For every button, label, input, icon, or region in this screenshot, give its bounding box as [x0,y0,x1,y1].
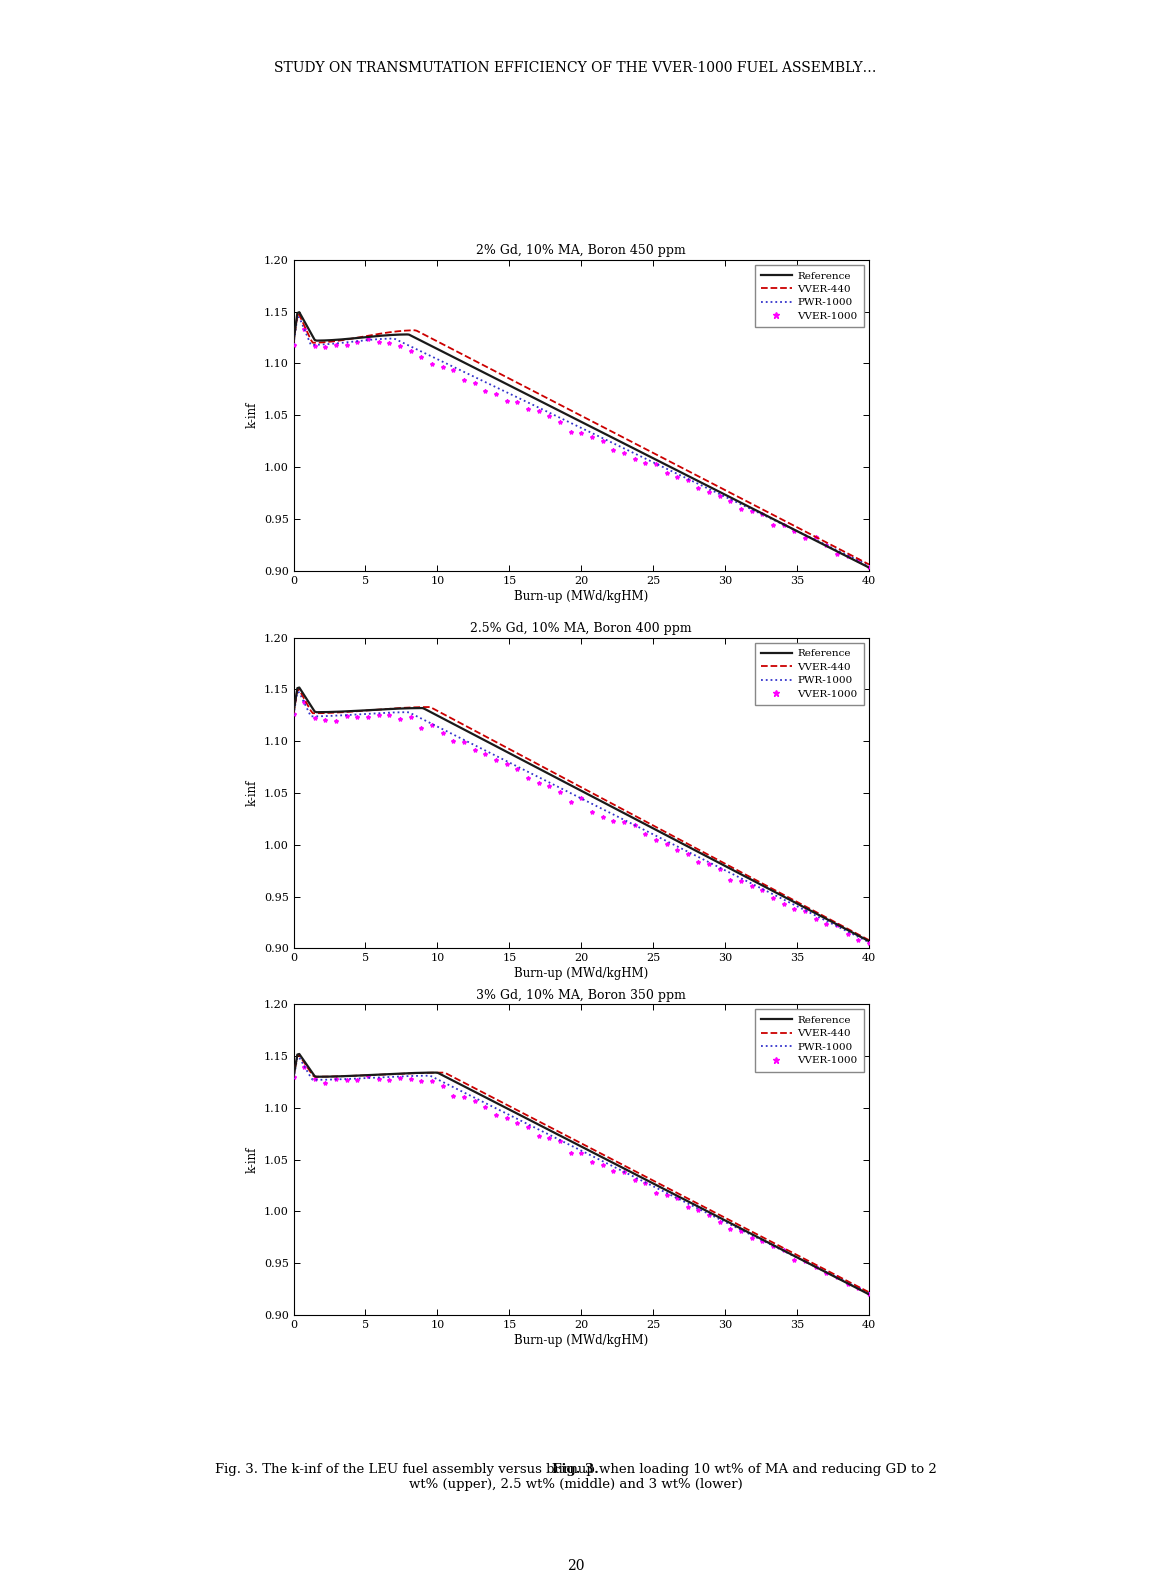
Text: Fig. 3. The k-inf of the LEU fuel assembly versus burnup when loading 10 wt% of : Fig. 3. The k-inf of the LEU fuel assemb… [214,1463,937,1492]
Title: 2% Gd, 10% MA, Boron 450 ppm: 2% Gd, 10% MA, Boron 450 ppm [477,244,686,257]
Legend: Reference, VVER-440, PWR-1000, VVER-1000: Reference, VVER-440, PWR-1000, VVER-1000 [755,642,863,705]
Y-axis label: k-inf: k-inf [245,402,258,429]
X-axis label: Burn-up (MWd/kgHM): Burn-up (MWd/kgHM) [514,1334,648,1347]
Title: 2.5% Gd, 10% MA, Boron 400 ppm: 2.5% Gd, 10% MA, Boron 400 ppm [471,622,692,634]
Text: 20: 20 [566,1559,585,1573]
X-axis label: Burn-up (MWd/kgHM): Burn-up (MWd/kgHM) [514,968,648,980]
Y-axis label: k-inf: k-inf [245,779,258,807]
Text: Fig. 3. The k-inf of the LEU fuel assembly versus burnup when loading 10 wt% of : Fig. 3. The k-inf of the LEU fuel assemb… [214,1463,937,1492]
Legend: Reference, VVER-440, PWR-1000, VVER-1000: Reference, VVER-440, PWR-1000, VVER-1000 [755,1009,863,1071]
X-axis label: Burn-up (MWd/kgHM): Burn-up (MWd/kgHM) [514,590,648,603]
Y-axis label: k-inf: k-inf [245,1146,258,1173]
Title: 3% Gd, 10% MA, Boron 350 ppm: 3% Gd, 10% MA, Boron 350 ppm [477,988,686,1001]
Legend: Reference, VVER-440, PWR-1000, VVER-1000: Reference, VVER-440, PWR-1000, VVER-1000 [755,265,863,327]
Text: STUDY ON TRANSMUTATION EFFICIENCY OF THE VVER-1000 FUEL ASSEMBLY…: STUDY ON TRANSMUTATION EFFICIENCY OF THE… [274,61,877,75]
Text: Fig. 3.: Fig. 3. [552,1463,599,1476]
